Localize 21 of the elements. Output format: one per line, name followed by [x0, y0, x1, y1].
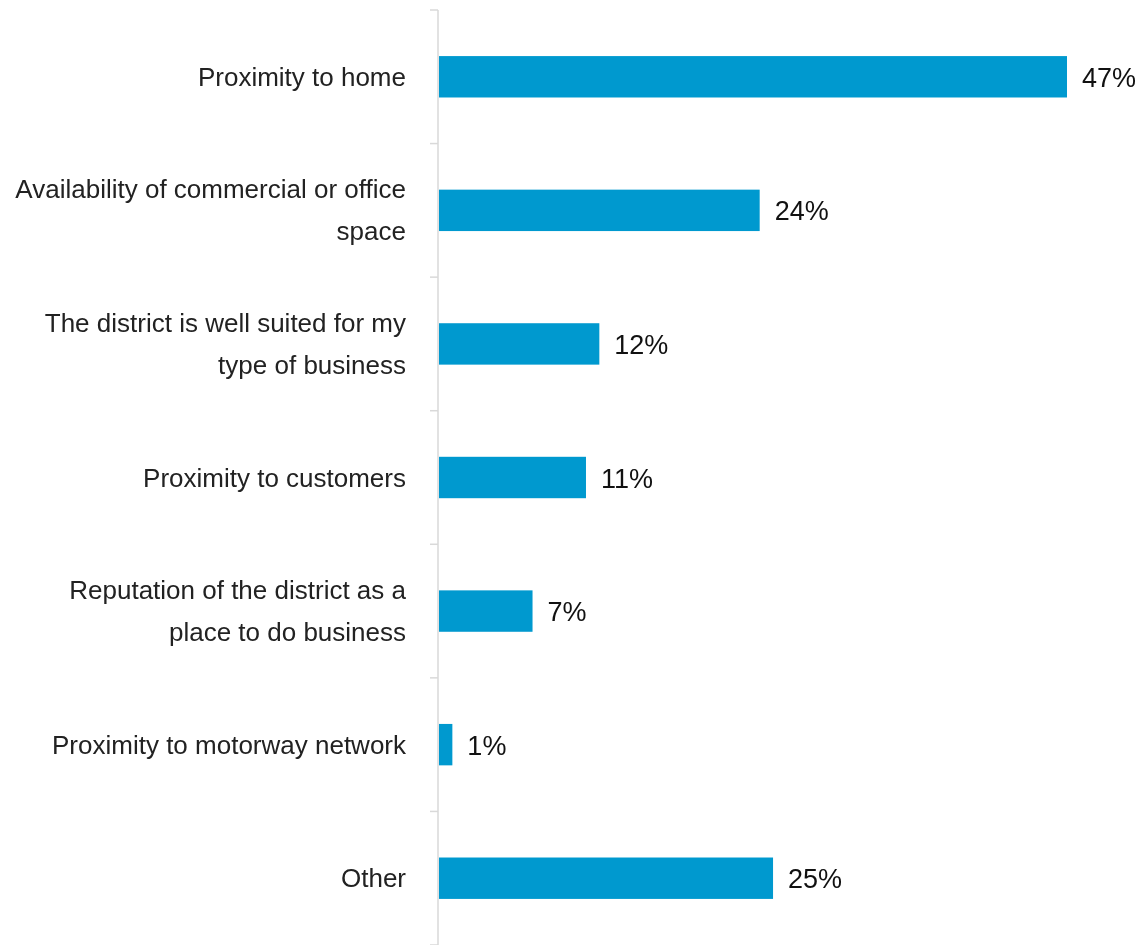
data-label: 11% [600, 463, 654, 494]
data-label: 25% [788, 864, 843, 895]
data-label: 7% [547, 597, 587, 628]
data-label: 47% [1082, 62, 1137, 93]
y-tick-label: Proximity to motorway network [52, 729, 407, 760]
data-label: 24% [774, 196, 829, 227]
bar [439, 857, 774, 899]
y-tick-label: Availability of commercial or office space [15, 174, 406, 247]
y-tick-label: Proximity to customers [143, 462, 406, 493]
bar [439, 189, 760, 232]
data-label: 12% [614, 329, 669, 360]
y-tick-label: Other [340, 863, 407, 894]
bar [439, 56, 1067, 98]
bar [439, 590, 533, 632]
y-tick-label: Reputation of the district as a place to do business [69, 575, 407, 648]
data-label: 1% [467, 730, 507, 761]
bar [439, 456, 586, 499]
y-tick-label: The district is well suited for my type of business [44, 307, 406, 380]
y-tick-label: Proximity to home [197, 61, 406, 92]
bar [439, 723, 453, 766]
bar [439, 323, 600, 365]
